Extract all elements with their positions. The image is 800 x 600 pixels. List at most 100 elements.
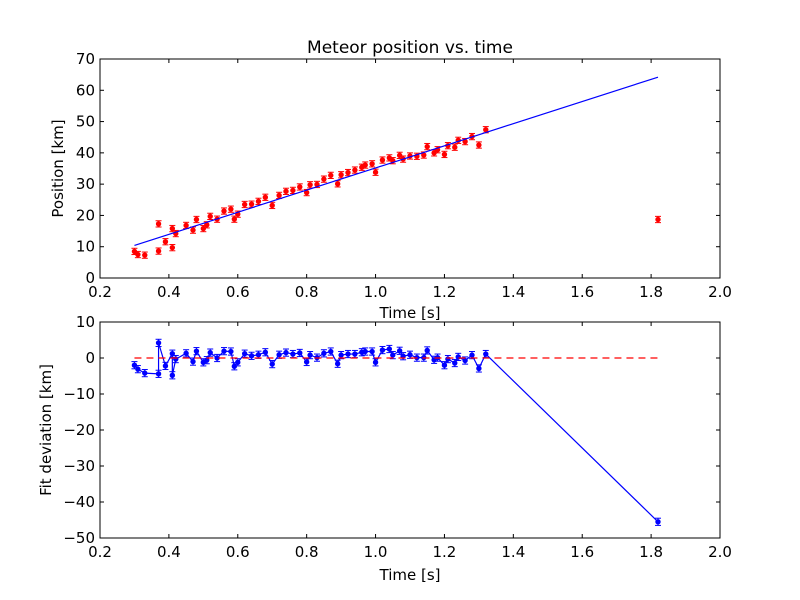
x-tick-label: 0.4 (157, 543, 181, 561)
y-axis-label: Position [km] (49, 119, 67, 217)
y-tick-label: −50 (63, 529, 95, 547)
y-axis-ticks: −50 −40 −30 −20 −10 0 10 (63, 313, 720, 547)
data-point (135, 366, 141, 372)
data-point (372, 359, 379, 366)
data-point (352, 167, 358, 173)
x-tick-label: 0.4 (157, 283, 181, 301)
data-point (142, 370, 148, 376)
x-tick-label: 0.8 (295, 283, 319, 301)
data-point (193, 348, 200, 354)
data-point (155, 221, 162, 227)
x-tick-label: 1.8 (639, 543, 663, 561)
data-point (183, 350, 189, 357)
data-point (255, 352, 262, 358)
data-point (369, 348, 375, 355)
data-point (169, 350, 176, 357)
data-point (290, 351, 296, 357)
x-tick-label: 1.2 (433, 543, 457, 561)
data-point (424, 143, 430, 150)
y-tick-label: 40 (76, 144, 95, 162)
data-point (142, 252, 148, 258)
data-point (262, 349, 269, 355)
y-tick-label: 10 (76, 313, 95, 331)
data-point (207, 349, 213, 356)
data-point (155, 248, 162, 254)
x-tick-label: 0.6 (226, 543, 250, 561)
data-point (155, 340, 162, 346)
data-point (379, 347, 386, 353)
data-point (352, 351, 358, 357)
x-tick-label: 1.8 (639, 283, 663, 301)
data-point (483, 127, 489, 133)
position-plot: Meteor position vs. time 0.2 0.4 0.6 0.8 1.0… (49, 38, 732, 322)
data-point (303, 359, 310, 365)
data-point (390, 352, 396, 358)
data-point (241, 350, 248, 357)
data-point (362, 348, 368, 355)
data-point (269, 202, 275, 209)
y-tick-label: 0 (85, 269, 95, 287)
data-point (204, 357, 210, 363)
x-tick-label: 1.4 (501, 283, 525, 301)
data-point (276, 352, 282, 358)
x-tick-label: 0.2 (88, 543, 112, 561)
y-tick-label: 10 (76, 238, 95, 256)
data-point (483, 351, 489, 357)
x-axis-label: Time [s] (379, 566, 441, 584)
data-point (297, 350, 303, 356)
data-point (396, 152, 403, 159)
data-point (183, 222, 189, 229)
x-tick-label: 0.6 (226, 283, 250, 301)
data-point (283, 349, 289, 356)
data-point (338, 172, 344, 178)
data-point (297, 184, 303, 190)
data-point (228, 348, 234, 355)
data-point (424, 347, 430, 354)
data-point (255, 198, 262, 205)
data-point (262, 194, 269, 200)
data-point (452, 144, 458, 150)
data-point (655, 519, 661, 525)
data-point (190, 227, 196, 233)
deviation-plot: 0.2 0.4 0.6 0.8 1.0 1.2 1.4 1.6 1.8 2.0 −50 −40 −30… (37, 313, 732, 584)
data-point (452, 360, 458, 366)
x-tick-label: 1.6 (570, 283, 594, 301)
data-point (345, 351, 351, 357)
data-point (334, 361, 341, 367)
data-point (162, 363, 169, 369)
x-tick-label: 1.4 (501, 543, 525, 561)
y-axis-ticks: 0 10 20 30 40 50 60 70 (76, 50, 720, 287)
y-tick-label: 60 (76, 81, 95, 99)
y-tick-label: 20 (76, 206, 95, 224)
y-tick-label: −10 (63, 385, 95, 403)
data-point (221, 208, 227, 214)
data-point (462, 357, 468, 364)
data-point (386, 346, 393, 352)
plot-data-layer (131, 338, 661, 526)
data-point (241, 201, 248, 208)
data-point (321, 176, 327, 182)
data-point (162, 239, 169, 245)
x-axis-ticks: 0.2 0.4 0.6 0.8 1.0 1.2 1.4 1.6 1.8 2.0 (88, 59, 732, 301)
plot-data-layer (131, 76, 661, 259)
data-point (200, 225, 207, 232)
data-point (207, 213, 213, 220)
data-point (441, 151, 448, 158)
data-point (290, 187, 296, 194)
data-point (276, 192, 282, 199)
y-tick-label: −20 (63, 421, 95, 439)
y-tick-label: 50 (76, 113, 95, 131)
y-tick-label: −40 (63, 493, 95, 511)
data-point (369, 161, 375, 167)
data-point (231, 216, 238, 222)
data-point (307, 182, 313, 188)
data-point (372, 169, 379, 175)
y-axis-label: Fit deviation [km] (37, 364, 55, 496)
data-point (248, 201, 255, 207)
fit-line (134, 76, 659, 247)
data-point (396, 348, 403, 354)
data-point (169, 225, 176, 232)
data-point (190, 358, 196, 365)
data-point (334, 181, 341, 187)
